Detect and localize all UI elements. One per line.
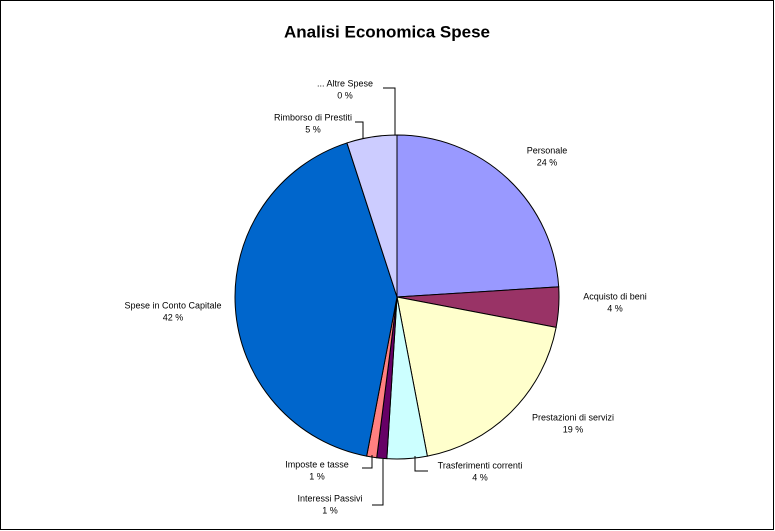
slice-value-label: 5 % [305, 124, 321, 134]
slice-label: Rimborso di Prestiti [274, 112, 352, 122]
slice-value-label: 4 % [607, 303, 623, 313]
slice-label: Interessi Passivi [297, 493, 362, 503]
slice-label: Acquisto di beni [583, 291, 647, 301]
slice-value-label: 0 % [337, 90, 353, 100]
leader-line [414, 456, 428, 472]
slice-value-label: 42 % [163, 312, 184, 322]
slice-value-label: 19 % [563, 424, 584, 434]
slice-value-label: 1 % [309, 471, 325, 481]
slice-label: ... Altre Spese [317, 78, 373, 88]
pie-slice [234, 142, 398, 457]
slice-value-label: 24 % [537, 157, 558, 167]
slice-label: Personale [527, 145, 568, 155]
slice-label: Trasferimenti correnti [438, 460, 523, 470]
slice-label: Prestazioni di servizi [532, 412, 614, 422]
slice-label: Spese in Conto Capitale [124, 300, 221, 310]
slice-value-label: 4 % [472, 472, 488, 482]
pie-slice [396, 296, 557, 457]
chart-title: Analisi Economica Spese [284, 22, 490, 41]
leader-line [372, 459, 384, 506]
leader-line [383, 87, 396, 135]
slice-label: Imposte e tasse [285, 459, 349, 469]
slice-value-label: 1 % [322, 505, 338, 515]
leader-line [362, 455, 373, 469]
leader-line [355, 121, 364, 138]
pie-slice [396, 134, 560, 298]
